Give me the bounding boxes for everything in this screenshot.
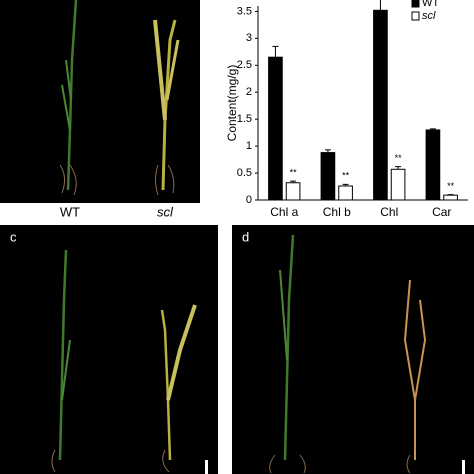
error-bar bbox=[429, 128, 436, 130]
y-tick-label: 3 bbox=[246, 32, 252, 44]
panel-label: c bbox=[10, 229, 17, 244]
error-bar bbox=[447, 194, 454, 196]
y-tick-label: 2.5 bbox=[237, 59, 252, 71]
error-bar bbox=[324, 149, 331, 153]
bar bbox=[373, 9, 388, 201]
legend-label: WT bbox=[422, 0, 439, 9]
y-tick-label: 0 bbox=[246, 194, 252, 206]
panel-label: d bbox=[242, 229, 249, 244]
y-tick-label: 1 bbox=[246, 140, 252, 152]
error-bar bbox=[395, 166, 402, 170]
y-tick-label: 3.5 bbox=[237, 5, 252, 17]
bar bbox=[285, 182, 301, 201]
photo-top bbox=[0, 0, 204, 203]
annotation: ** bbox=[342, 171, 350, 181]
y-tick-label: 0.5 bbox=[237, 167, 252, 179]
legend-swatch bbox=[411, 11, 420, 21]
bar bbox=[443, 194, 458, 201]
error-bar bbox=[342, 183, 349, 186]
bar bbox=[390, 168, 406, 201]
annotation: ** bbox=[447, 181, 455, 191]
x-tick-label: Car bbox=[432, 205, 451, 219]
legend-swatch bbox=[411, 0, 420, 8]
bar bbox=[425, 129, 441, 201]
bar bbox=[338, 185, 353, 201]
x-tick-label: Chl b bbox=[323, 205, 351, 219]
annotation: ** bbox=[395, 153, 403, 163]
scl-label: scl bbox=[157, 204, 174, 219]
y-axis-label: Content(mg/g) bbox=[225, 65, 239, 142]
photo-c: c bbox=[0, 225, 218, 474]
photo-d: d bbox=[232, 225, 474, 474]
x-tick-label: Chl a bbox=[270, 205, 298, 219]
error-bar bbox=[290, 180, 297, 183]
wt-label: WT bbox=[60, 204, 80, 219]
bar bbox=[320, 152, 336, 201]
y-tick-label: 1.5 bbox=[237, 113, 252, 125]
annotation: ** bbox=[290, 168, 298, 178]
error-bar bbox=[272, 45, 279, 58]
y-tick-label: 2 bbox=[246, 86, 252, 98]
x-tick-label: Chl bbox=[380, 205, 398, 219]
error-bar bbox=[377, 0, 384, 11]
bar bbox=[268, 56, 283, 201]
legend-label: scl bbox=[422, 10, 436, 22]
